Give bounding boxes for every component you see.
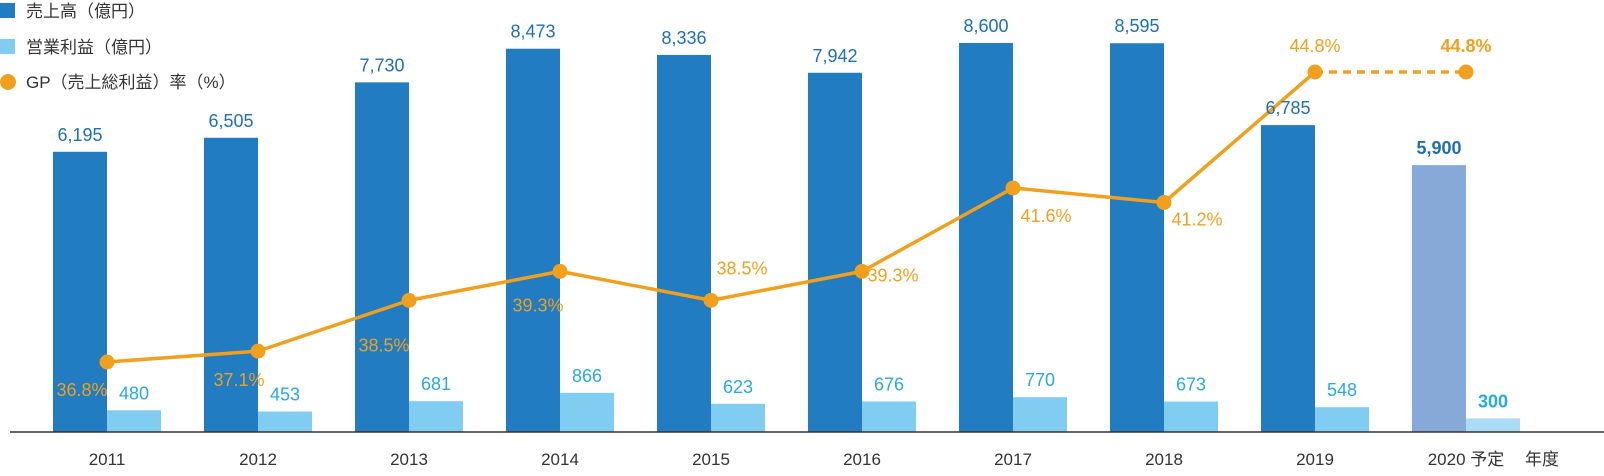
legend-label-operating-profit: 営業利益（億円） — [26, 38, 162, 57]
bar-sales-2014 — [506, 48, 560, 432]
label-gp-2018: 41.2% — [1171, 210, 1222, 230]
tick-2016: 2016 — [843, 450, 881, 469]
label-operating-profit-2017: 770 — [1025, 370, 1055, 390]
legend: 売上高（億円） 営業利益（億円） GP（売上総利益）率（%） — [0, 2, 236, 92]
label-sales-2011: 6,195 — [57, 125, 102, 145]
gp-point-2019 — [1307, 64, 1323, 80]
gp-line-layer — [99, 64, 1474, 370]
label-gp-2017: 41.6% — [1020, 206, 1071, 226]
gp-point-2011 — [99, 354, 115, 370]
tick-2017: 2017 — [994, 450, 1032, 469]
bar-sales-2016 — [808, 72, 862, 432]
operating-profit-bars — [107, 392, 1520, 432]
label-sales-2015: 8,336 — [661, 28, 706, 48]
x-axis-unit-label: 年度 — [1525, 450, 1559, 469]
bar-operating-profit-2017 — [1013, 397, 1067, 432]
gp-point-2018 — [1156, 195, 1172, 210]
tick-2011: 2011 — [89, 450, 126, 469]
tick-2018: 2018 — [1145, 450, 1183, 469]
gp-point-2016 — [854, 263, 870, 279]
gp-point-2012 — [250, 343, 266, 359]
bar-operating-profit-2011 — [107, 410, 161, 432]
bar-operating-profit-2015 — [711, 403, 765, 432]
legend-label-gp: GP（売上総利益）率（%） — [26, 73, 236, 92]
label-sales-2017: 8,600 — [963, 16, 1008, 36]
label-operating-profit-2015: 623 — [723, 377, 753, 397]
bar-operating-profit-2019 — [1315, 407, 1369, 432]
label-operating-profit-2020-予定: 300 — [1478, 391, 1508, 411]
gp-point-2017 — [1005, 180, 1021, 196]
label-operating-profit-2014: 866 — [572, 366, 602, 386]
gp-point-2015 — [703, 292, 719, 308]
label-operating-profit-2016: 676 — [874, 374, 904, 394]
gp-point-2020-予定 — [1458, 64, 1474, 80]
bar-sales-2017 — [959, 43, 1013, 432]
gp-point-2013 — [401, 292, 417, 308]
bar-sales-2015 — [657, 54, 711, 432]
sales-bars — [53, 43, 1466, 432]
bar-operating-profit-2014 — [560, 392, 614, 432]
label-operating-profit-2019: 548 — [1327, 380, 1357, 400]
bar-sales-2012 — [204, 137, 258, 432]
bar-operating-profit-2012 — [258, 411, 312, 432]
label-gp-2012: 37.1% — [213, 370, 264, 390]
label-sales-2014: 8,473 — [510, 22, 555, 42]
tick-2012: 2012 — [239, 450, 277, 469]
label-sales-2019: 6,785 — [1265, 98, 1310, 118]
label-gp-2015: 38.5% — [716, 258, 767, 278]
label-sales-2016: 7,942 — [812, 46, 857, 66]
label-operating-profit-2018: 673 — [1176, 375, 1206, 395]
label-operating-profit-2013: 681 — [421, 374, 451, 394]
label-sales-2012: 6,505 — [208, 111, 253, 131]
bar-operating-profit-2013 — [409, 401, 463, 432]
x-axis-ticks: 2011 2012 2013 2014 2015 2016 2017 2018 2019 2020… — [89, 450, 1505, 469]
bar-operating-profit-2018 — [1164, 401, 1218, 432]
label-sales-2020-予定: 5,900 — [1416, 138, 1461, 158]
bar-operating-profit-2016 — [862, 401, 916, 432]
label-gp-2011: 36.8% — [56, 380, 107, 400]
bar-sales-2011 — [53, 151, 107, 432]
gp-point-2014 — [552, 263, 568, 279]
tick-2014: 2014 — [541, 450, 579, 469]
label-gp-2019: 44.8% — [1289, 36, 1340, 56]
bar-sales-2019 — [1261, 125, 1315, 432]
bar-sales-2020-予定 — [1412, 165, 1466, 432]
tick-2015: 2015 — [692, 450, 730, 469]
value-labels: 6,195 480 6,505 453 7,730 681 8,473 866 8,336 623… — [56, 16, 1508, 411]
label-gp-2016: 39.3% — [867, 265, 918, 285]
legend-label-sales: 売上高（億円） — [26, 2, 145, 21]
tick-2013: 2013 — [390, 450, 428, 469]
legend-swatch-operating-profit — [0, 39, 15, 54]
label-gp-2014: 39.3% — [512, 295, 563, 315]
bar-sales-2013 — [355, 82, 409, 432]
label-gp-2020-予定: 44.8% — [1440, 36, 1491, 56]
tick-2020-予定: 2020 予定 — [1428, 450, 1505, 469]
legend-swatch-sales — [0, 3, 15, 18]
label-sales-2013: 7,730 — [359, 55, 404, 75]
bar-operating-profit-2020-予定 — [1466, 418, 1520, 432]
label-operating-profit-2012: 453 — [270, 385, 300, 405]
label-gp-2013: 38.5% — [358, 335, 409, 355]
label-operating-profit-2011: 480 — [119, 383, 149, 403]
label-sales-2018: 8,595 — [1114, 16, 1159, 36]
legend-swatch-gp — [0, 74, 16, 90]
tick-2019: 2019 — [1296, 450, 1334, 469]
bar-sales-2018 — [1110, 43, 1164, 432]
